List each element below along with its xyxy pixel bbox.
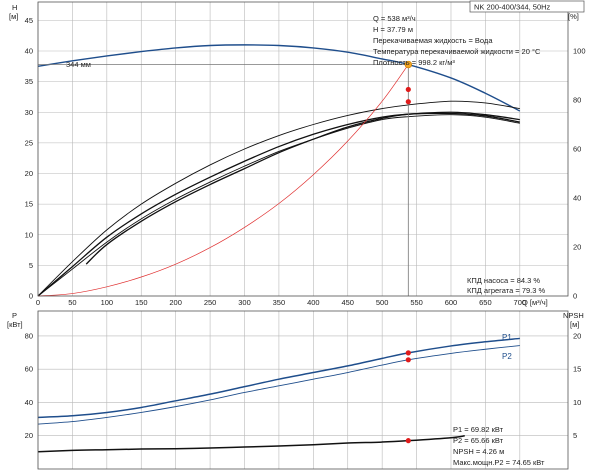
lower-y-left-tick: 20 bbox=[25, 431, 33, 440]
x-tick-label: 600 bbox=[445, 298, 458, 307]
upper-ticks: 0 50 100 150 200 250 300 350 400 450 500 550 600 650 7… bbox=[25, 16, 586, 307]
upper-y-right-tick: 0 bbox=[573, 292, 577, 301]
readout-npsh: NPSH = 4.26 м bbox=[453, 447, 504, 456]
x-tick-label: 50 bbox=[68, 298, 76, 307]
p2-duty-marker bbox=[405, 357, 411, 363]
info-liquid: Перекачиваемая жидкость = Вода bbox=[373, 36, 493, 45]
x-tick-label: 0 bbox=[36, 298, 40, 307]
pump-efficiency-text: КПД насоса = 84.3 % bbox=[467, 276, 540, 285]
unit-efficiency-marker bbox=[405, 99, 411, 105]
p1-series-label: P1 bbox=[502, 333, 512, 342]
upper-y-left-tick: 35 bbox=[25, 77, 33, 86]
lower-y-right-tick: 15 bbox=[573, 365, 581, 374]
readout-p1: P1 = 69.82 кВт bbox=[453, 425, 504, 434]
lower-y-left-tick: 60 bbox=[25, 365, 33, 374]
lower-y-right-tick: 5 bbox=[573, 431, 577, 440]
npsh-duty-marker bbox=[405, 438, 411, 444]
readout-max-power: Макс.мощн.P2 = 74.65 кВт bbox=[453, 458, 545, 467]
upper-y-left-tick: 10 bbox=[25, 230, 33, 239]
p1-power-curve bbox=[37, 337, 520, 419]
x-tick-label: 400 bbox=[307, 298, 320, 307]
upper-y-left-label: H bbox=[12, 3, 17, 12]
upper-y-left-tick: 40 bbox=[25, 47, 33, 56]
upper-y-left-tick: 20 bbox=[25, 169, 33, 178]
lower-y-left-unit: [кВт] bbox=[7, 320, 23, 329]
efficiency-block: КПД насоса = 84.3 % КПД агрегата = 79.3 … bbox=[467, 276, 545, 295]
efficiency-curve-lower bbox=[37, 114, 520, 297]
x-tick-label: 150 bbox=[135, 298, 148, 307]
x-tick-label: 250 bbox=[204, 298, 217, 307]
lower-markers bbox=[405, 350, 411, 444]
title-box bbox=[469, 0, 585, 13]
head-curve bbox=[37, 44, 521, 112]
x-tick-label: 500 bbox=[376, 298, 389, 307]
upper-markers bbox=[38, 60, 413, 296]
upper-y-right-tick: 40 bbox=[573, 194, 581, 203]
upper-y-left-unit: [м] bbox=[9, 12, 18, 21]
chart-title: NK 200-400/344, 50Hz bbox=[474, 3, 551, 12]
duty-info-block: Q = 538 м³/ч H = 37.79 м Перекачиваемая … bbox=[373, 14, 541, 67]
upper-y-right-tick: 60 bbox=[573, 145, 581, 154]
upper-y-right-tick: 100 bbox=[573, 47, 586, 56]
upper-series bbox=[37, 44, 521, 297]
info-flow: Q = 538 м³/ч bbox=[373, 14, 416, 23]
lower-y-left-tick: 40 bbox=[25, 398, 33, 407]
lower-ticks: 20 40 60 80 5 10 15 20 bbox=[25, 331, 582, 440]
x-tick-label: 350 bbox=[273, 298, 286, 307]
upper-y-right-tick: 20 bbox=[573, 243, 581, 252]
info-density: Плотность = 998.2 кг/м³ bbox=[373, 58, 455, 67]
x-tick-label: 450 bbox=[341, 298, 354, 307]
p2-power-curve bbox=[37, 345, 520, 425]
x-tick-label: 200 bbox=[169, 298, 182, 307]
lower-y-left-label: P bbox=[12, 311, 17, 320]
upper-y-left-tick: 25 bbox=[25, 138, 33, 147]
x-axis-label: Q [м³/ч] bbox=[522, 298, 548, 307]
lower-frame bbox=[37, 310, 569, 470]
p1-duty-marker bbox=[405, 350, 411, 356]
upper-y-left-tick: 5 bbox=[29, 261, 33, 270]
pump-efficiency-marker bbox=[405, 86, 411, 93]
x-tick-label: 700 bbox=[514, 298, 527, 307]
duty-point-marker bbox=[404, 60, 413, 69]
lower-y-left-tick: 80 bbox=[25, 331, 33, 340]
x-tick-label: 550 bbox=[410, 298, 423, 307]
unit-efficiency-curve-motor bbox=[85, 112, 520, 265]
system-curve bbox=[37, 64, 409, 297]
lower-y-right-tick: 20 bbox=[573, 331, 581, 340]
upper-y-left-tick: 45 bbox=[25, 16, 33, 25]
x-tick-label: 300 bbox=[238, 298, 251, 307]
x-tick-label: 650 bbox=[479, 298, 492, 307]
power-readout-block: P1 = 69.82 кВт P2 = 65.66 кВт NPSH = 4.2… bbox=[453, 425, 545, 467]
unit-efficiency-curve bbox=[37, 111, 520, 297]
lower-y-right-unit: [м] bbox=[570, 320, 579, 329]
p2-series-label: P2 bbox=[502, 352, 512, 361]
upper-y-left-tick: 0 bbox=[29, 292, 33, 301]
unit-efficiency-text: КПД агрегата = 79.3 % bbox=[467, 286, 545, 295]
pump-efficiency-curve bbox=[37, 100, 520, 297]
upper-y-right-tick: 80 bbox=[573, 96, 581, 105]
upper-frame bbox=[37, 1, 569, 297]
upper-y-right-unit: [%] bbox=[568, 12, 579, 21]
x-tick-label: 100 bbox=[101, 298, 114, 307]
lower-y-right-tick: 10 bbox=[573, 398, 581, 407]
info-temperature: Температура перекачиваемой жидкости = 20… bbox=[373, 47, 541, 56]
lower-y-right-label: NPSH bbox=[563, 311, 584, 320]
npsh-curve bbox=[37, 434, 465, 453]
upper-y-left-tick: 30 bbox=[25, 108, 33, 117]
upper-y-left-tick: 15 bbox=[25, 200, 33, 209]
upper-grid bbox=[37, 2, 568, 297]
impeller-diameter-label: 344 мм bbox=[66, 60, 91, 69]
lower-series bbox=[37, 337, 520, 453]
info-head: H = 37.79 м bbox=[373, 25, 413, 34]
readout-p2: P2 = 65.66 кВт bbox=[453, 436, 504, 445]
